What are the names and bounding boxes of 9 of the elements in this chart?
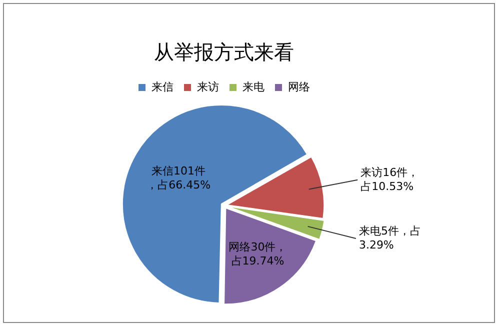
legend-label: 来信 <box>152 80 174 94</box>
data-label: 来信101件，占66.45% <box>146 164 211 192</box>
legend-label: 来访 <box>197 80 219 94</box>
legend-label: 来电 <box>242 80 264 94</box>
data-label: 网络30件，占19.74% <box>228 240 287 268</box>
legend-label: 网络 <box>288 80 310 94</box>
data-label: 来电5件，占3.29% <box>358 224 421 252</box>
chart-title: 从举报方式来看 <box>154 40 294 64</box>
data-label: 来访16件，占10.53% <box>360 166 419 193</box>
